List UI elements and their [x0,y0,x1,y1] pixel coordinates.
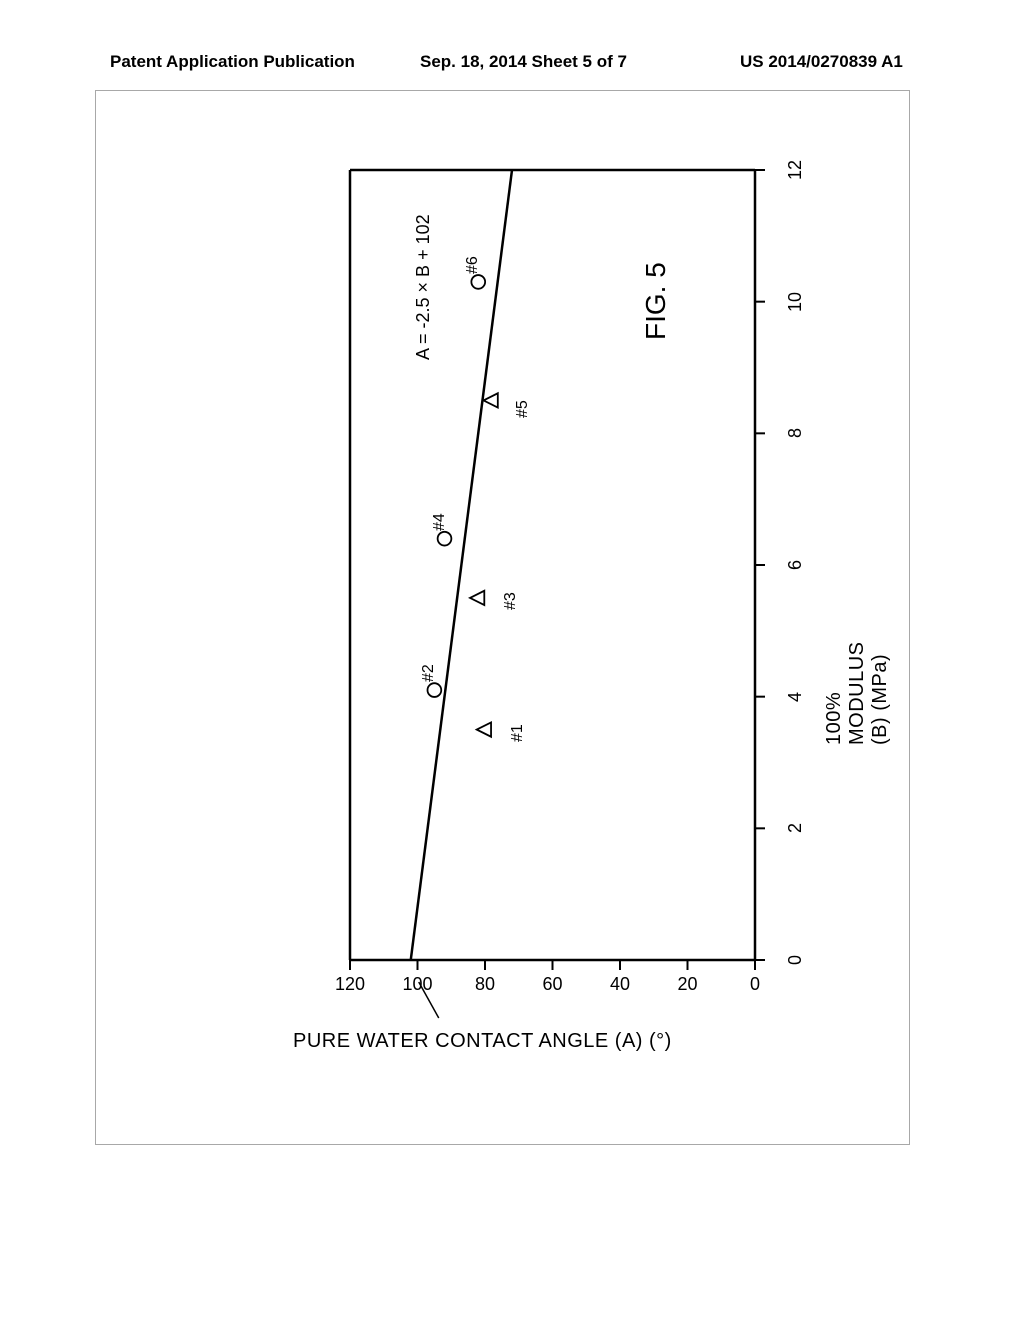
equation-label: A = -2.5 × B + 102 [413,214,434,360]
x-axis-label: 100% MODULUS (B) (MPa) [823,642,892,746]
header-date-sheet: Sep. 18, 2014 Sheet 5 of 7 [420,52,627,72]
x-tick-label: 12 [785,160,806,180]
x-tick-label: 4 [785,692,806,702]
data-point-label: #2 [420,664,438,682]
data-point-label: #4 [431,513,449,531]
y-tick-label: 100 [403,974,433,995]
x-tick-label: 6 [785,560,806,570]
x-tick-label: 8 [785,428,806,438]
x-tick-label: 10 [785,292,806,312]
chart-svg [95,90,910,1145]
data-point-label: #3 [502,592,520,610]
y-tick-label: 20 [678,974,698,995]
y-axis-label: PURE WATER CONTACT ANGLE (A) (°) [293,1030,672,1053]
y-tick-label: 120 [335,974,365,995]
data-point-label: #5 [514,401,532,419]
x-tick-label: 0 [785,955,806,965]
y-tick-label: 80 [475,974,495,995]
y-tick-label: 60 [543,974,563,995]
figure-container: FIG. 5 PURE WATER CONTACT ANGLE (A) (°) … [95,90,910,1145]
header-pub-number: US 2014/0270839 A1 [740,52,903,72]
data-point-label: #1 [509,724,527,742]
data-point-label: #6 [464,256,482,274]
x-tick-label: 2 [785,823,806,833]
header-publication: Patent Application Publication [110,52,355,72]
y-tick-label: 0 [750,974,760,995]
y-tick-label: 40 [610,974,630,995]
